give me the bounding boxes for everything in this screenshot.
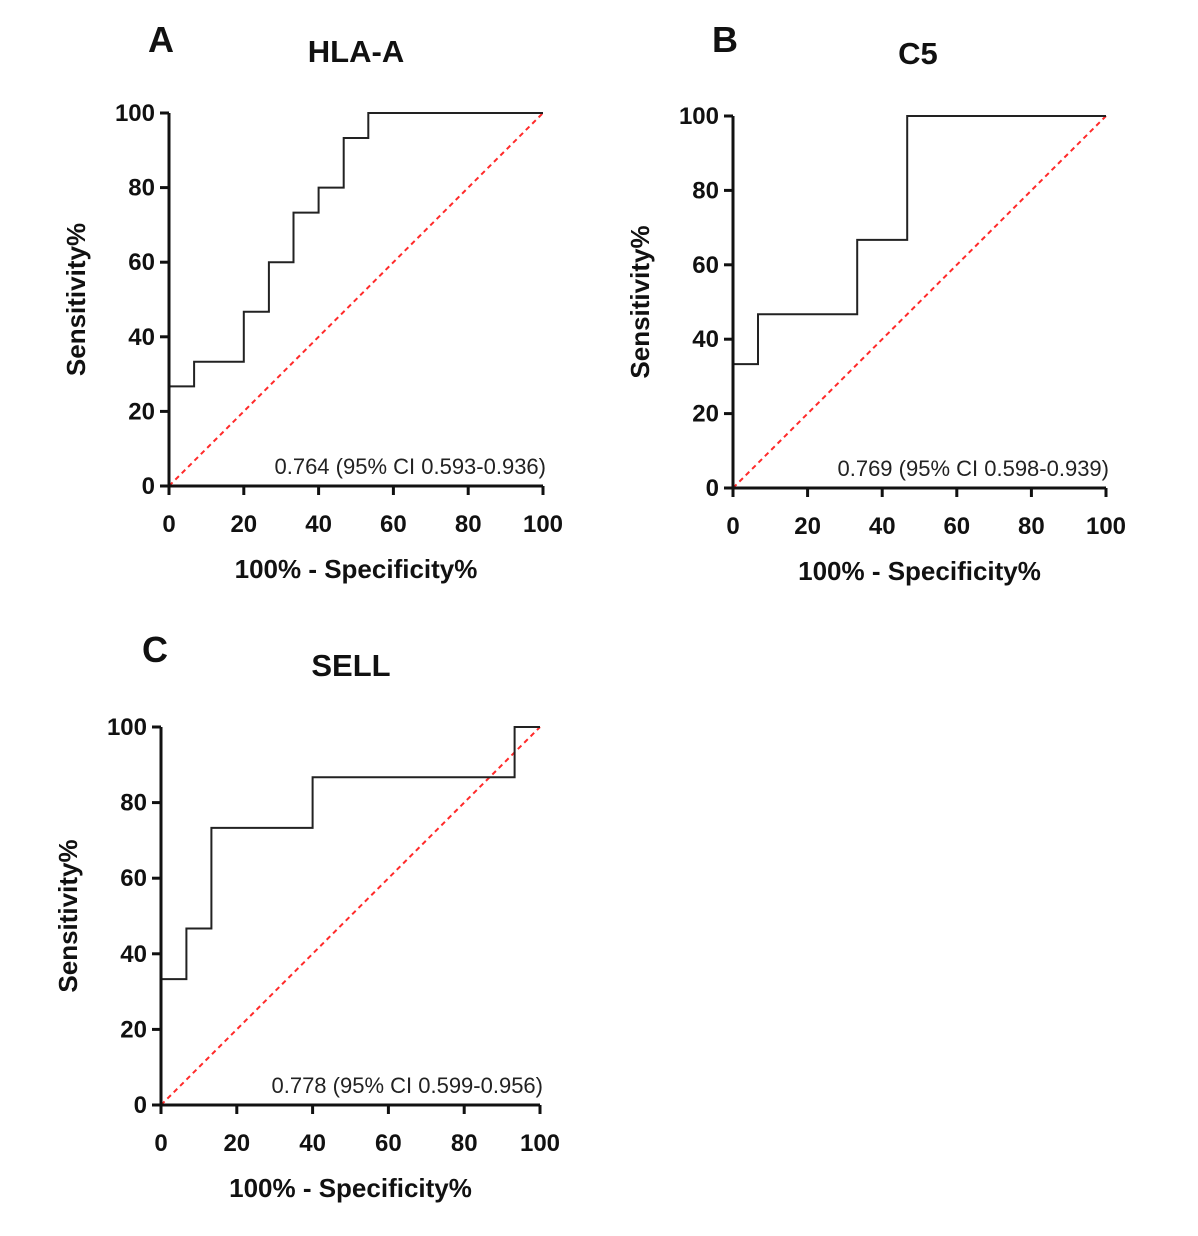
y-tick-label: 60 xyxy=(128,249,155,276)
reference-diagonal-line xyxy=(160,726,541,1106)
x-axis-label: 100% - Specificity% xyxy=(798,556,1041,586)
y-tick-label: 20 xyxy=(128,398,155,425)
y-tick-label: 80 xyxy=(128,175,155,202)
y-tick-label: 20 xyxy=(692,401,719,428)
x-tick-label: 60 xyxy=(380,511,407,538)
chart-panel-c: C SELL 0 20 40 60 80 100 0 20 40 60 80 100 100% - Spec… xyxy=(53,629,560,1203)
x-tick-label: 0 xyxy=(154,1130,167,1157)
y-tick-label: 100 xyxy=(107,714,147,741)
x-tick-label: 80 xyxy=(451,1130,478,1157)
y-axis-label: Sensitivity% xyxy=(53,839,83,992)
x-tick-label: 80 xyxy=(455,511,482,538)
x-tick-label: 20 xyxy=(223,1130,250,1157)
x-tick-label: 40 xyxy=(869,513,896,540)
x-tick-label: 60 xyxy=(375,1130,402,1157)
y-tick-label: 100 xyxy=(679,103,719,130)
x-tick-label: 0 xyxy=(726,513,739,540)
roc-curve-line xyxy=(160,726,540,1105)
x-axis-label: 100% - Specificity% xyxy=(229,1173,472,1203)
y-tick-label: 80 xyxy=(120,790,147,817)
x-tick-label: 100 xyxy=(523,511,563,538)
panel-letter: C xyxy=(142,629,168,670)
chart-panel-a: A HLA-A 0 20 40 60 80 100 0 20 40 60 80 100 100% - Spe… xyxy=(61,19,563,584)
x-tick-label: 100 xyxy=(520,1130,560,1157)
chart-panel-b: B C5 0 20 40 60 80 100 0 20 40 60 80 100 100% - Specif… xyxy=(625,19,1126,586)
x-axis-label: 100% - Specificity% xyxy=(235,554,478,584)
auc-annotation: 0.778 (95% CI 0.599-0.956) xyxy=(271,1073,543,1098)
y-axis-label: Sensitivity% xyxy=(61,223,91,376)
auc-annotation: 0.764 (95% CI 0.593-0.936) xyxy=(274,454,546,479)
roc-curve-line xyxy=(732,115,1106,488)
y-tick-label: 60 xyxy=(120,865,147,892)
y-tick-label: 0 xyxy=(706,475,719,502)
y-tick-label: 40 xyxy=(692,326,719,353)
x-tick-label: 20 xyxy=(230,511,257,538)
panel-letter: B xyxy=(712,19,738,60)
y-tick-label: 100 xyxy=(115,100,155,127)
reference-diagonal-line xyxy=(168,112,544,487)
y-tick-label: 40 xyxy=(128,324,155,351)
x-tick-label: 40 xyxy=(299,1130,326,1157)
x-tick-label: 0 xyxy=(162,511,175,538)
roc-curve-line xyxy=(168,112,543,486)
x-tick-label: 20 xyxy=(794,513,821,540)
y-tick-label: 40 xyxy=(120,941,147,968)
chart-title: HLA-A xyxy=(308,34,404,69)
auc-annotation: 0.769 (95% CI 0.598-0.939) xyxy=(837,456,1109,481)
y-tick-label: 60 xyxy=(692,252,719,279)
chart-title: C5 xyxy=(898,36,938,71)
x-tick-label: 60 xyxy=(943,513,970,540)
chart-title: SELL xyxy=(311,648,390,683)
x-tick-label: 40 xyxy=(305,511,332,538)
y-tick-label: 0 xyxy=(142,473,155,500)
panel-letter: A xyxy=(148,19,174,60)
y-tick-label: 0 xyxy=(134,1092,147,1119)
x-tick-label: 100 xyxy=(1086,513,1126,540)
y-axis-label: Sensitivity% xyxy=(625,225,655,378)
reference-diagonal-line xyxy=(732,115,1107,489)
y-tick-label: 20 xyxy=(120,1016,147,1043)
y-tick-label: 80 xyxy=(692,177,719,204)
x-tick-label: 80 xyxy=(1018,513,1045,540)
